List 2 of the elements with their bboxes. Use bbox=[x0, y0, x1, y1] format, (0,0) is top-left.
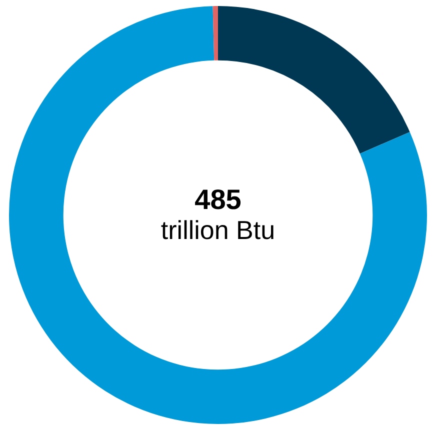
text: 485 bbox=[194, 184, 242, 216]
text: trillion Btu bbox=[160, 215, 276, 246]
